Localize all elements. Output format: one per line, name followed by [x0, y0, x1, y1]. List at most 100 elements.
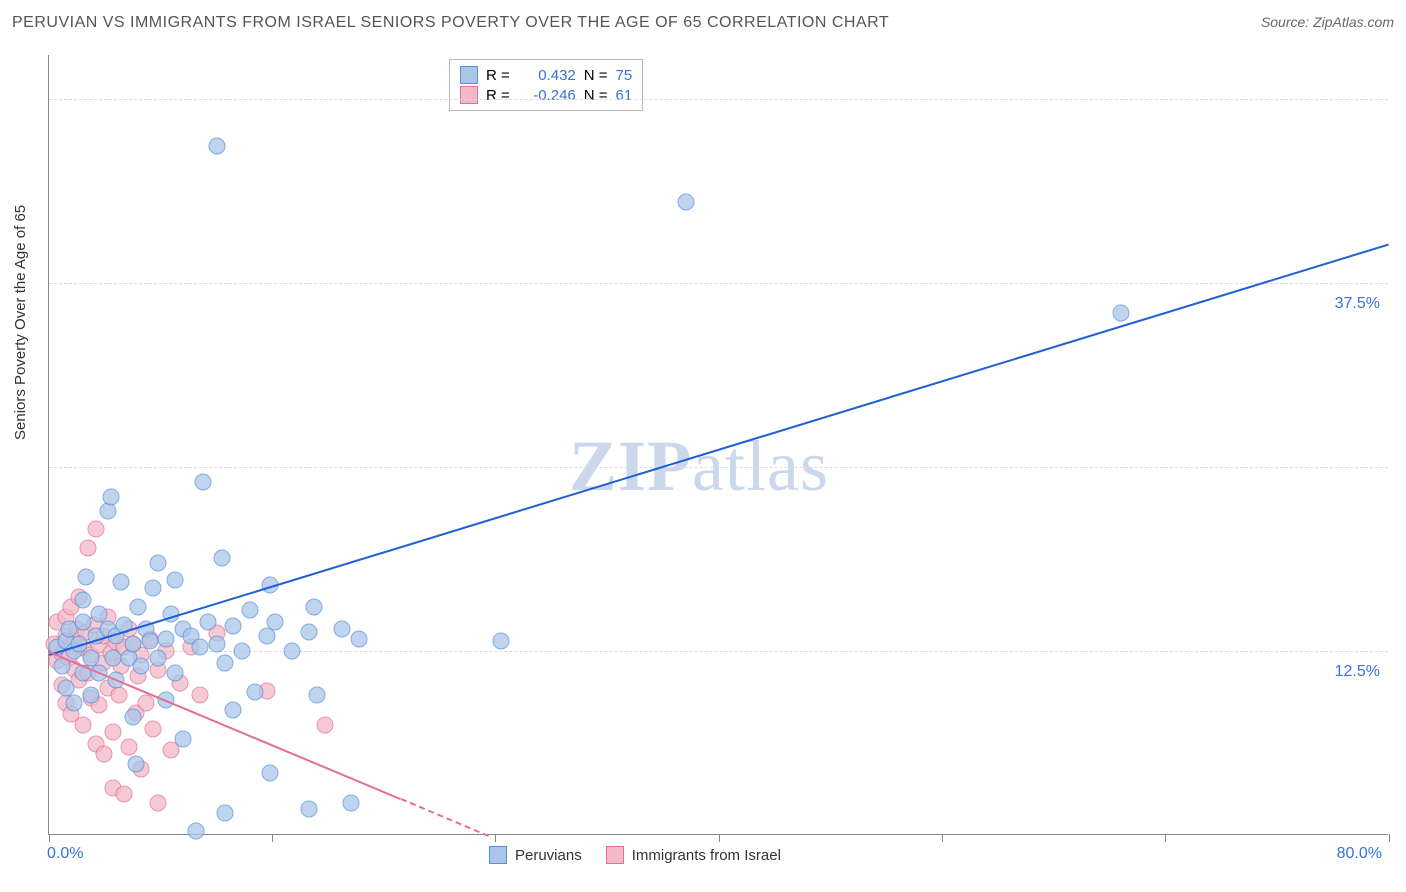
legend-item-israel: Immigrants from Israel [606, 846, 781, 864]
r-label: R = [486, 67, 510, 84]
data-point [195, 473, 212, 490]
swatch-peruvians [460, 66, 478, 84]
data-point [188, 822, 205, 839]
data-point [124, 635, 141, 652]
swatch-israel [460, 86, 478, 104]
data-point [74, 716, 91, 733]
chart-title: PERUVIAN VS IMMIGRANTS FROM ISRAEL SENIO… [12, 14, 889, 32]
data-point [283, 643, 300, 660]
data-point [300, 623, 317, 640]
r-value-peruvians: 0.432 [518, 67, 576, 84]
trend-line [49, 651, 402, 800]
data-point [216, 654, 233, 671]
x-tick [1165, 834, 1166, 842]
data-point [191, 687, 208, 704]
series-name-peruvians: Peruvians [515, 847, 582, 864]
data-point [1113, 304, 1130, 321]
r-value-israel: -0.246 [518, 87, 576, 104]
data-point [158, 631, 175, 648]
x-tick [272, 834, 273, 842]
x-tick [942, 834, 943, 842]
data-point [225, 618, 242, 635]
data-point [225, 701, 242, 718]
data-point [213, 550, 230, 567]
n-value-israel: 61 [616, 87, 633, 104]
correlation-legend: R = 0.432 N = 75 R = -0.246 N = 61 [449, 59, 643, 111]
data-point [208, 138, 225, 155]
data-point [166, 572, 183, 589]
n-label: N = [584, 67, 608, 84]
y-tick-label: 12.5% [1335, 663, 1380, 681]
data-point [305, 598, 322, 615]
data-point [82, 687, 99, 704]
data-point [74, 613, 91, 630]
gridline-horizontal [49, 283, 1388, 284]
data-point [208, 635, 225, 652]
legend-item-peruvians: Peruvians [489, 846, 582, 864]
data-point [166, 665, 183, 682]
data-point [141, 632, 158, 649]
data-point [113, 573, 130, 590]
series-name-israel: Immigrants from Israel [632, 847, 781, 864]
data-point [317, 716, 334, 733]
x-tick [495, 834, 496, 842]
r-label: R = [486, 87, 510, 104]
data-point [493, 632, 510, 649]
data-point [334, 620, 351, 637]
x-tick [49, 834, 50, 842]
data-point [191, 638, 208, 655]
source-attribution: Source: ZipAtlas.com [1261, 14, 1394, 30]
data-point [99, 503, 116, 520]
y-axis-label: Seniors Poverty Over the Age of 65 [12, 205, 29, 440]
data-point [677, 194, 694, 211]
x-tick [719, 834, 720, 842]
data-point [66, 694, 83, 711]
gridline-horizontal [49, 99, 1388, 100]
data-point [300, 800, 317, 817]
data-point [128, 756, 145, 773]
data-point [267, 613, 284, 630]
data-point [133, 657, 150, 674]
data-point [262, 765, 279, 782]
data-point [175, 731, 192, 748]
swatch-israel [606, 846, 624, 864]
source-value: ZipAtlas.com [1313, 14, 1394, 30]
data-point [96, 746, 113, 763]
header-bar: PERUVIAN VS IMMIGRANTS FROM ISRAEL SENIO… [12, 14, 1394, 32]
data-point [104, 650, 121, 667]
watermark-prefix: ZIP [569, 426, 692, 506]
swatch-peruvians [489, 846, 507, 864]
data-point [87, 520, 104, 537]
data-point [104, 723, 121, 740]
scatter-chart: ZIPatlas R = 0.432 N = 75 R = -0.246 N =… [48, 55, 1388, 835]
source-label: Source: [1261, 14, 1309, 30]
gridline-horizontal [49, 467, 1388, 468]
series-legend: Peruvians Immigrants from Israel [489, 846, 781, 864]
data-point [149, 650, 166, 667]
data-point [79, 540, 96, 557]
data-point [149, 554, 166, 571]
data-point [309, 687, 326, 704]
data-point [258, 628, 275, 645]
data-point [216, 804, 233, 821]
legend-row-peruvians: R = 0.432 N = 75 [460, 66, 632, 84]
data-point [149, 794, 166, 811]
data-point [200, 613, 217, 630]
data-point [242, 601, 259, 618]
trend-line [49, 243, 1390, 656]
data-point [116, 785, 133, 802]
data-point [144, 579, 161, 596]
legend-row-israel: R = -0.246 N = 61 [460, 86, 632, 104]
data-point [124, 709, 141, 726]
data-point [77, 569, 94, 586]
data-point [247, 684, 264, 701]
data-point [233, 643, 250, 660]
n-value-peruvians: 75 [616, 67, 633, 84]
data-point [74, 591, 91, 608]
n-label: N = [584, 87, 608, 104]
x-tick-label: 80.0% [1337, 845, 1382, 863]
data-point [111, 687, 128, 704]
trend-line-extrapolated [400, 798, 488, 837]
data-point [144, 721, 161, 738]
x-tick [1389, 834, 1390, 842]
